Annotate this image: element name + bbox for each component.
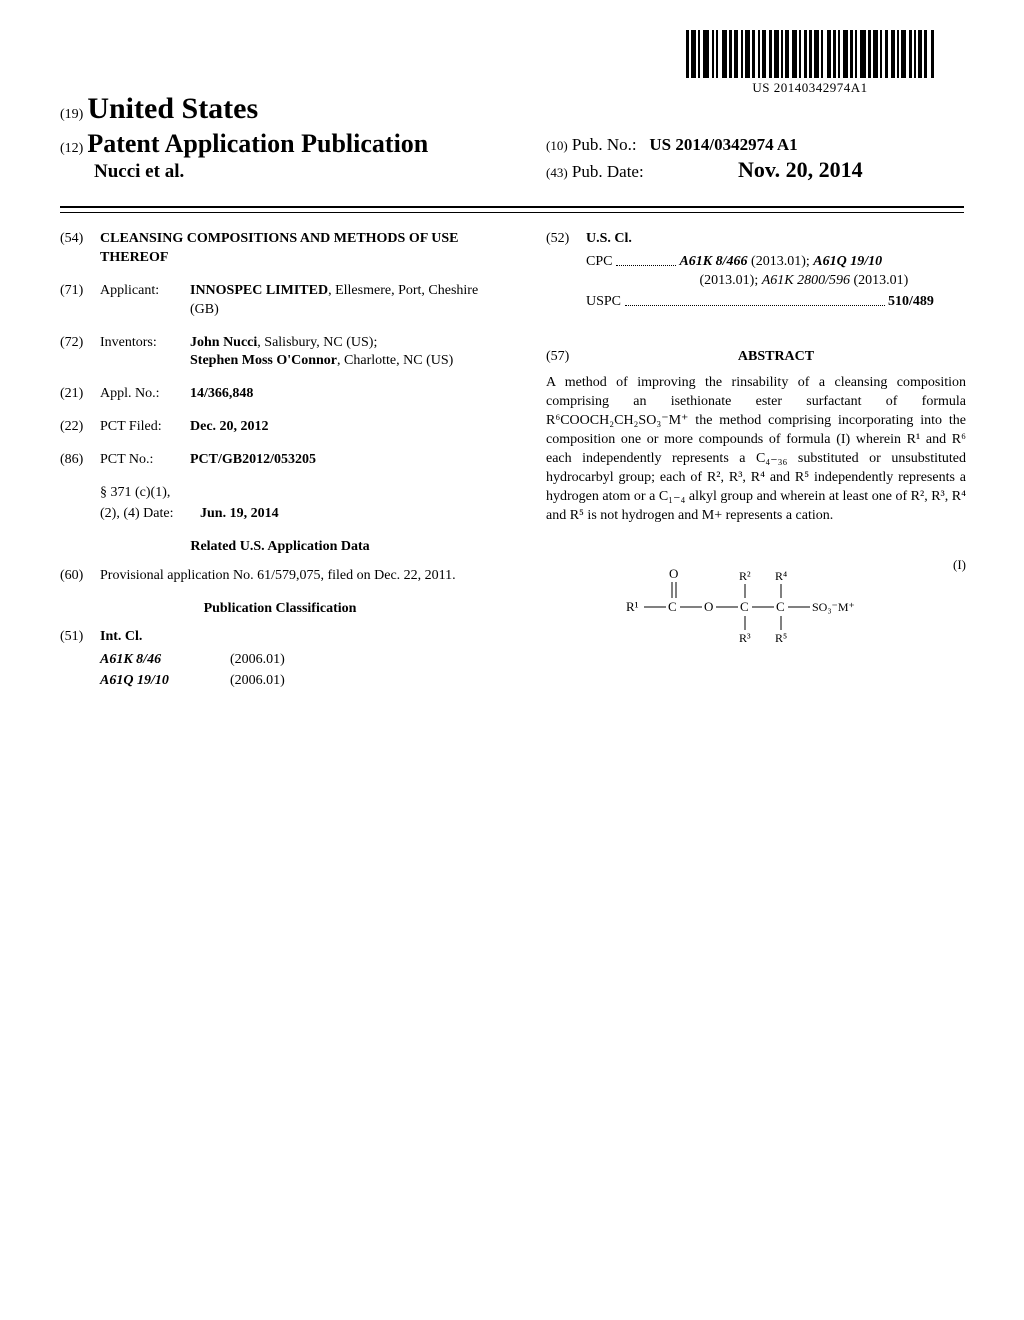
pub-no-label: Pub. No.: (572, 135, 637, 154)
dot-leader (616, 257, 676, 265)
pub-date-label: Pub. Date: (572, 162, 644, 181)
code-72: (72) (60, 334, 100, 372)
cpc-main-date: (2013.01); (751, 254, 810, 269)
code-86: (86) (60, 451, 100, 470)
formula-R3: R³ (739, 631, 751, 645)
pct-filed-value: Dec. 20, 2012 (190, 418, 500, 437)
s371-date-value: Jun. 19, 2014 (200, 505, 500, 524)
applicant-name: INNOSPEC LIMITED (190, 283, 328, 298)
intcl2-date: (2006.01) (230, 672, 285, 691)
country-name: United States (87, 92, 258, 125)
formula-R1: R¹ (626, 599, 639, 614)
inventor-2-name: Stephen Moss O'Connor (190, 353, 337, 368)
pub-date-value: Nov. 20, 2014 (738, 157, 863, 182)
abstract-header-row: (57) ABSTRACT (546, 348, 966, 367)
inventors-label: Inventors: (100, 334, 190, 372)
field-applicant: (71) Applicant: INNOSPEC LIMITED, Ellesm… (60, 282, 500, 320)
code-21: (21) (60, 385, 100, 404)
invention-title: CLEANSING COMPOSITIONS AND METHODS OF US… (100, 230, 500, 268)
code-12: (12) (60, 141, 83, 156)
field-s371-date: (2), (4) Date: Jun. 19, 2014 (60, 505, 500, 524)
intcl-row-2: A61Q 19/10 (2006.01) (60, 672, 500, 691)
formula-SO3M: SO₃⁻M⁺ (812, 600, 855, 614)
uspc-row: USPC 510/489 (546, 293, 966, 312)
inventor-2-loc: , Charlotte, NC (US) (337, 353, 453, 368)
rule-thin (60, 212, 964, 213)
code-60: (60) (60, 567, 100, 586)
pub-no-value: US 2014/0342974 A1 (649, 135, 797, 154)
barcode-stripes (686, 30, 934, 78)
left-column: (54) CLEANSING COMPOSITIONS AND METHODS … (60, 230, 500, 705)
code-22: (22) (60, 418, 100, 437)
related-header: Related U.S. Application Data (60, 538, 500, 557)
intcl1-code: A61K 8/46 (100, 651, 230, 670)
cpc3: A61K 2800/596 (762, 273, 850, 288)
code-57: (57) (546, 348, 586, 367)
right-column: (52) U.S. Cl. CPC A61K 8/466 (2013.01); … (546, 230, 966, 646)
pubclass-header: Publication Classification (60, 600, 500, 619)
pct-no-value: PCT/GB2012/053205 (190, 451, 500, 470)
publication-type: Patent Application Publication (87, 129, 428, 158)
provisional-text: Provisional application No. 61/579,075, … (100, 567, 500, 586)
appl-no-value: 14/366,848 (190, 385, 500, 404)
field-pct-filed: (22) PCT Filed: Dec. 20, 2012 (60, 418, 500, 437)
cpc2: A61Q 19/10 (813, 254, 882, 269)
dot-leader (625, 297, 885, 305)
formula-R2: R² (739, 569, 751, 583)
cpc3-date: (2013.01) (854, 273, 909, 288)
field-appl-no: (21) Appl. No.: 14/366,848 (60, 385, 500, 404)
code-71: (71) (60, 282, 100, 320)
field-provisional: (60) Provisional application No. 61/579,… (60, 567, 500, 586)
cpc-row: CPC A61K 8/466 (2013.01); A61Q 19/10 (20… (546, 253, 966, 291)
code-51: (51) (60, 628, 100, 647)
formula-label: (I) (953, 556, 966, 574)
formula-R5: R⁵ (775, 631, 787, 645)
pct-no-label: PCT No.: (100, 451, 190, 470)
field-uscl: (52) U.S. Cl. (546, 230, 966, 249)
applicant-label: Applicant: (100, 282, 190, 320)
field-intcl: (51) Int. Cl. (60, 628, 500, 647)
appl-no-label: Appl. No.: (100, 385, 190, 404)
field-inventors: (72) Inventors: John Nucci, Salisbury, N… (60, 334, 500, 372)
barcode-number: US 20140342974A1 (686, 80, 934, 96)
svg-text:C: C (668, 599, 677, 614)
intcl2-code: A61Q 19/10 (100, 672, 230, 691)
formula-O-mid: O (704, 599, 713, 614)
uspc-label: USPC (586, 294, 621, 309)
rule-thick (60, 206, 964, 208)
formula-O-top: O (669, 566, 678, 581)
header-right: (10) Pub. No.: US 2014/0342974 A1 (43) P… (546, 135, 863, 183)
abstract-label: ABSTRACT (586, 348, 966, 367)
formula-svg: R¹ C O O C R² R³ C R⁴ R⁵ SO₃⁻M⁺ (616, 556, 896, 646)
intcl-label: Int. Cl. (100, 628, 500, 647)
field-s371: § 371 (c)(1), (60, 484, 500, 503)
cpc-label: CPC (586, 254, 612, 269)
intcl-row-1: A61K 8/46 (2006.01) (60, 651, 500, 670)
barcode-block: US 20140342974A1 (686, 30, 934, 96)
cpc2-date: (2013.01); (700, 273, 759, 288)
code-54: (54) (60, 230, 100, 268)
svg-text:C: C (740, 599, 749, 614)
abstract-text: A method of improving the rinsability of… (546, 374, 966, 525)
code-19: (19) (60, 107, 83, 122)
header-left: (19) United States (12) Patent Applicati… (60, 92, 428, 183)
s371-date-label: (2), (4) Date: (100, 505, 200, 524)
s371-label: § 371 (c)(1), (100, 484, 500, 503)
code-52: (52) (546, 230, 586, 249)
uspc-value: 510/489 (888, 294, 934, 309)
field-title: (54) CLEANSING COMPOSITIONS AND METHODS … (60, 230, 500, 268)
formula-R4: R⁴ (775, 569, 787, 583)
uscl-label: U.S. Cl. (586, 230, 966, 249)
field-pct-no: (86) PCT No.: PCT/GB2012/053205 (60, 451, 500, 470)
code-10: (10) (546, 138, 568, 153)
chemical-formula: (I) R¹ C O O C R² R³ C R⁴ R⁵ SO₃⁻M⁺ (546, 556, 966, 646)
cpc-main: A61K 8/466 (679, 254, 747, 269)
code-43: (43) (546, 165, 568, 180)
authors-line: Nucci et al. (94, 161, 428, 183)
intcl1-date: (2006.01) (230, 651, 285, 670)
inventor-1-loc: , Salisbury, NC (US); (257, 335, 377, 350)
pct-filed-label: PCT Filed: (100, 418, 190, 437)
inventor-1-name: John Nucci (190, 335, 257, 350)
svg-text:C: C (776, 599, 785, 614)
